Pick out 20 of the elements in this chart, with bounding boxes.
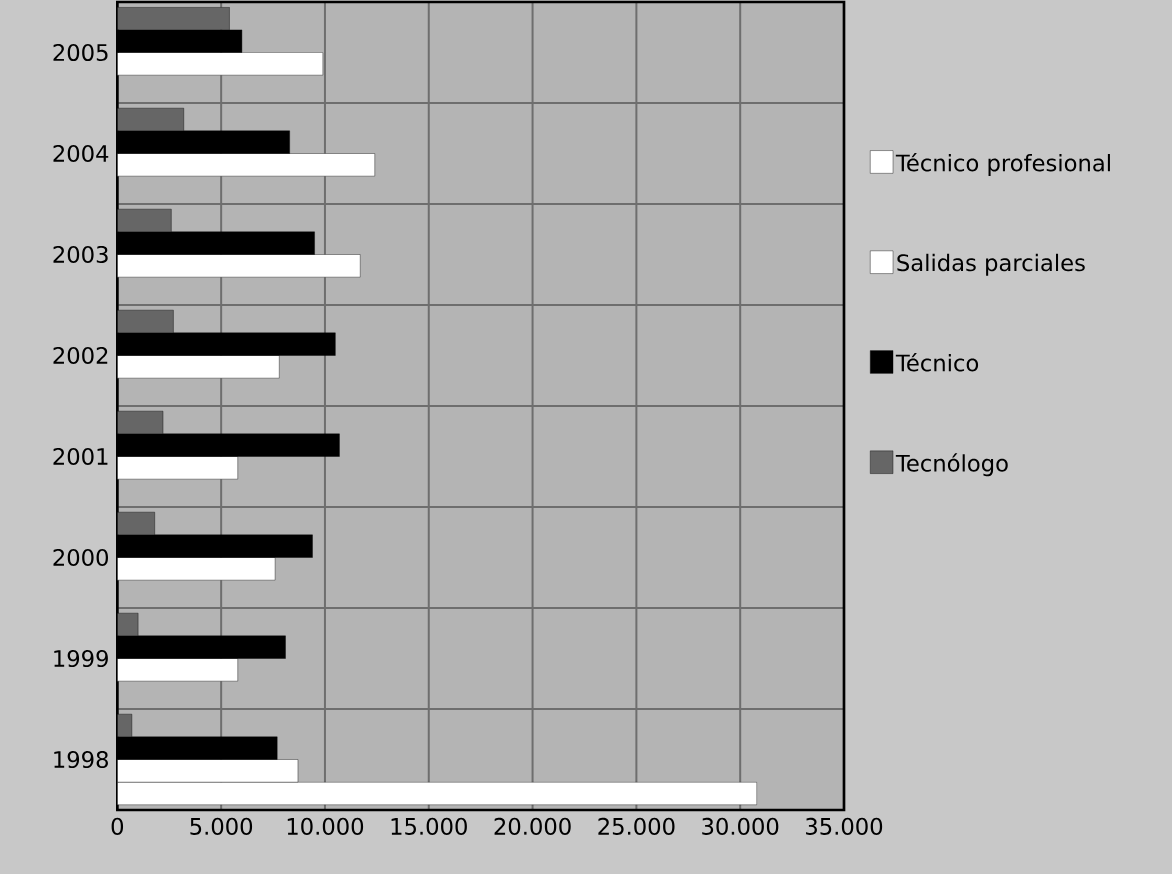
y-tick-label: 2004 (53, 144, 109, 163)
legend-label: Técnico profesional (895, 153, 1110, 176)
x-tick-label: 15.000 (391, 817, 467, 835)
x-tick-label: 30.000 (702, 817, 779, 835)
y-tick-label: 2001 (53, 447, 108, 466)
x-tick-label: 10.000 (287, 817, 364, 835)
x-tick-label: 20.000 (494, 817, 571, 835)
x-tick-label: 25.000 (598, 817, 675, 835)
y-tick-label: 2005 (53, 43, 108, 62)
x-tick-label: 0 (111, 817, 124, 835)
y-tick-label: 2003 (53, 245, 108, 264)
x-tick-label: 35.000 (806, 817, 883, 835)
legend-label: Salidas parciales (897, 253, 1085, 276)
y-tick-label: 1999 (54, 649, 108, 668)
y-tick-label: 1998 (54, 750, 108, 769)
x-tick-label: 5.000 (190, 817, 253, 835)
legend-label: Técnico (895, 353, 979, 372)
legend-label: Tecnólogo (895, 453, 1008, 477)
y-tick-label: 2000 (53, 548, 108, 567)
y-tick-label: 2002 (53, 346, 108, 365)
